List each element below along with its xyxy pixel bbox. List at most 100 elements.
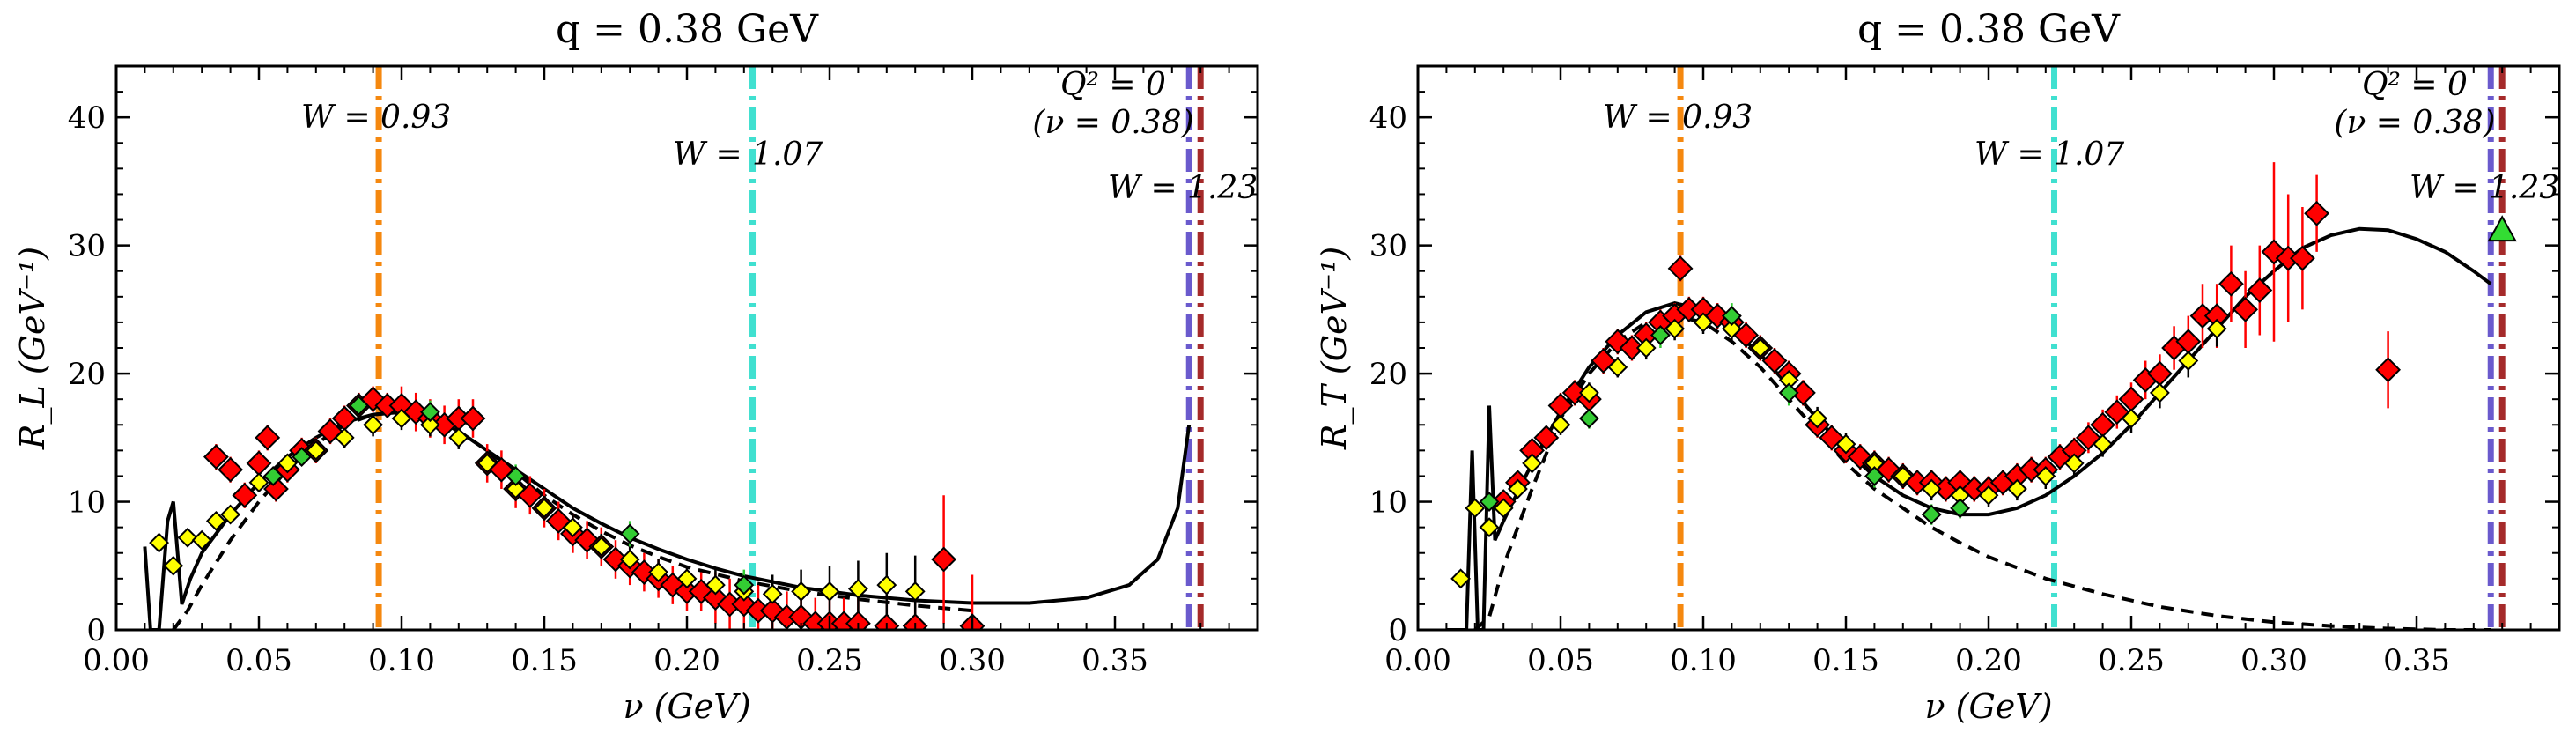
data-point: [2206, 318, 2227, 339]
x-tick-label: 0.20: [1955, 643, 2022, 678]
data-point: [2375, 357, 2402, 383]
x-axis-label: ν (GeV): [1924, 687, 2052, 726]
data-point: [1479, 492, 1500, 512]
x-tick-label: 0.10: [1670, 643, 1737, 678]
data-point: [676, 568, 698, 589]
y-tick-label: 40: [1369, 100, 1407, 136]
data-point: [648, 562, 669, 582]
data-point: [246, 450, 272, 477]
y-axis-label: R_T (GeV⁻¹): [1315, 247, 1354, 450]
data-point: [1950, 498, 1971, 519]
annotation-label: W = 0.93: [301, 100, 451, 136]
data-point: [1450, 568, 1472, 589]
x-tick-label: 0.00: [1384, 643, 1451, 678]
y-tick-label: 20: [1369, 357, 1407, 392]
data-point: [2006, 478, 2027, 500]
data-point: [534, 498, 555, 519]
x-tick-label: 0.05: [1527, 643, 1594, 678]
data-point: [1978, 485, 1999, 506]
x-tick-label: 0.00: [83, 643, 150, 678]
data-point: [1635, 337, 1657, 359]
data-point: [419, 414, 440, 435]
x-tick-label: 0.35: [1081, 643, 1148, 678]
x-axis-label: ν (GeV): [623, 687, 750, 726]
data-point: [1750, 337, 1771, 359]
data-point: [2218, 270, 2244, 297]
model-curve-dashed: [1473, 314, 2491, 630]
data-point: [762, 583, 783, 604]
data-point: [791, 581, 812, 602]
data-point: [1578, 382, 1599, 403]
data-point: [255, 425, 281, 451]
data-point: [306, 440, 327, 461]
y-tick-label: 20: [68, 357, 106, 392]
data-point: [705, 574, 726, 596]
data-point: [205, 510, 226, 531]
data-point: [391, 408, 412, 429]
data-point: [1479, 517, 1500, 538]
data-point: [506, 478, 527, 500]
data-point: [177, 527, 198, 548]
y-tick-label: 10: [1369, 485, 1407, 521]
data-point: [1664, 318, 1686, 339]
data-point: [2289, 245, 2315, 271]
data-point: [2035, 466, 2056, 486]
data-point: [2304, 200, 2330, 226]
model-curve-solid: [1446, 226, 2492, 630]
data-point: [163, 555, 184, 576]
data-point: [149, 532, 170, 553]
data-point: [1650, 325, 1671, 345]
data-point: [845, 610, 871, 630]
data-point: [931, 546, 957, 573]
data-point: [591, 536, 612, 557]
data-point: [2149, 382, 2170, 403]
data-point: [1761, 348, 1788, 374]
data-point: [1493, 498, 1514, 519]
y-tick-label: 0: [86, 613, 106, 648]
data-point: [1667, 255, 1694, 282]
y-axis-label: R_L (GeV⁻¹): [13, 247, 53, 450]
data-point: [1693, 312, 1714, 333]
data-point: [1893, 466, 1914, 486]
data-point: [220, 504, 241, 525]
data-point: [203, 444, 229, 470]
data-point: [506, 466, 527, 486]
data-point: [1507, 478, 1528, 500]
data-point: [874, 613, 900, 630]
data-point: [1721, 318, 1742, 339]
data-point: [448, 427, 469, 448]
chart-title: q = 0.38 GeV: [1857, 7, 2121, 52]
y-tick-label: 30: [68, 229, 106, 264]
data-point: [2178, 351, 2199, 371]
annotation-label: W = 0.93: [1603, 100, 1753, 136]
data-point: [619, 549, 640, 570]
data-point: [1533, 425, 1560, 451]
data-point: [1619, 335, 1645, 361]
data-point: [2121, 408, 2142, 429]
data-point: [2247, 278, 2273, 303]
data-point: [2093, 433, 2114, 455]
data-point: [218, 456, 244, 483]
data-point: [232, 482, 258, 508]
data-point: [2233, 296, 2259, 322]
data-point: [1578, 408, 1599, 429]
right-panel: 0.00 0.05 0.10 0.15 0.20 0.25 0.30 0.35 0 10 20 30 4…: [1315, 7, 2561, 726]
x-tick-label: 0.25: [2098, 643, 2165, 678]
data-point: [876, 574, 897, 596]
x-tick-label: 0.10: [368, 643, 435, 678]
data-point: [1864, 466, 1885, 486]
data-point: [1921, 504, 1942, 525]
annotation-label: W = 1.07: [673, 137, 823, 173]
x-tick-label: 0.30: [939, 643, 1006, 678]
annotation-label: W = 1.07: [1974, 137, 2124, 173]
data-point: [348, 396, 369, 416]
plot-area: [1446, 66, 2517, 630]
data-point: [1522, 453, 1543, 474]
data-point: [248, 472, 269, 493]
data-point: [1778, 382, 1799, 403]
data-point: [904, 581, 926, 602]
x-tick-label: 0.30: [2240, 643, 2307, 678]
data-point: [902, 613, 928, 630]
annotation-label: Q² = 0: [1060, 67, 1166, 103]
